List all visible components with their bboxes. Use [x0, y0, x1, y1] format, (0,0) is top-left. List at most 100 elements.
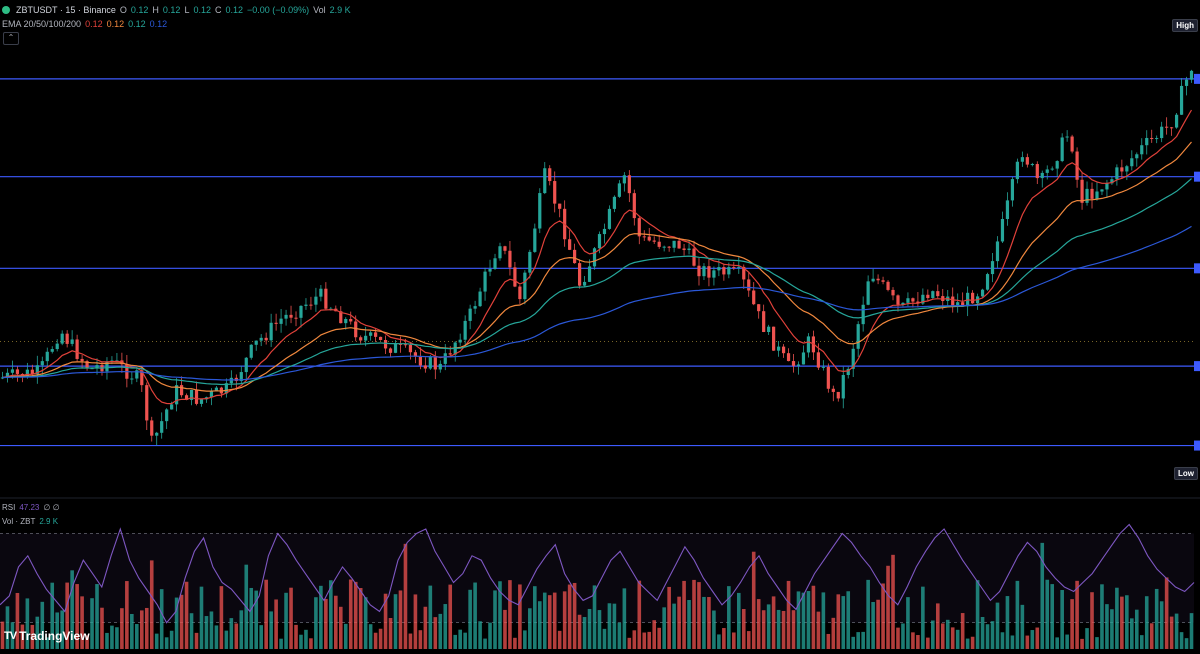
volume-bar: [358, 588, 363, 649]
candle-body: [727, 267, 731, 275]
volume-bar: [901, 623, 905, 649]
collapse-legend-button[interactable]: ⌃: [3, 32, 19, 45]
candle-body: [45, 351, 49, 362]
volume-legend[interactable]: Vol · ZBT 2.9 K: [2, 517, 58, 526]
candle-body: [95, 365, 99, 369]
candle-body: [791, 361, 796, 366]
ema-legend[interactable]: EMA 20/50/100/200 0.12 0.12 0.12 0.12: [2, 18, 167, 30]
rsi-band: [0, 533, 1194, 623]
candle-body: [1184, 79, 1189, 86]
candle-body: [438, 363, 442, 370]
candle-body: [388, 348, 393, 353]
candle-body: [55, 343, 59, 350]
volume-bar: [125, 581, 129, 649]
volume-bar: [1184, 638, 1189, 649]
candle-body: [533, 228, 537, 252]
candle-body: [145, 385, 149, 421]
volume-bar: [249, 587, 254, 649]
volume-bar: [906, 597, 910, 649]
volume-bar: [592, 585, 597, 649]
tradingview-logo[interactable]: TV TradingView: [4, 629, 90, 643]
volume-bar: [1050, 584, 1055, 649]
volume-bar: [239, 610, 244, 649]
candle-body: [194, 389, 199, 404]
candle-body: [279, 318, 283, 324]
candle-body: [478, 291, 482, 307]
volume-bar: [463, 632, 467, 649]
volume-bar: [687, 600, 691, 649]
volume-bar: [334, 595, 338, 649]
symbol-legend: ZBTUSDT · 15 · Binance O 0.12 H 0.12 L 0.12…: [2, 4, 351, 16]
volume-bar: [533, 586, 537, 649]
volume-bar: [199, 586, 204, 649]
candle-body: [354, 321, 358, 338]
candle-body: [433, 357, 437, 370]
volume-bar: [139, 610, 144, 649]
candle-body: [707, 266, 711, 278]
candle-body: [816, 352, 820, 368]
close-label: C: [215, 5, 222, 15]
level-handle-2: [1194, 263, 1200, 274]
candle-body: [806, 336, 811, 353]
candle-body: [175, 385, 179, 405]
rsi-legend[interactable]: RSI 47.23 ∅ ∅: [2, 503, 60, 512]
volume-bar: [488, 622, 492, 649]
volume-bar: [20, 624, 25, 649]
volume-bar: [945, 619, 950, 649]
volume-bar: [373, 632, 378, 649]
volume-bar: [428, 585, 433, 649]
candle-body: [199, 399, 204, 404]
volume-bar: [1179, 632, 1184, 649]
volume-bar: [299, 634, 303, 649]
candle-body: [916, 301, 920, 304]
volume-bar: [856, 632, 860, 649]
candle-body: [1165, 126, 1169, 128]
candle-body: [592, 248, 597, 267]
candle-body: [1060, 137, 1064, 162]
volume-bar: [1189, 613, 1194, 649]
volume-bar: [617, 622, 622, 649]
candle-body: [553, 181, 557, 204]
volume-bar: [960, 613, 965, 649]
volume-bar: [970, 636, 975, 649]
volume-bar: [935, 603, 940, 649]
chevron-up-icon: ⌃: [7, 33, 15, 42]
candle-body: [1005, 200, 1010, 220]
volume-bar: [70, 570, 74, 649]
volume-bar: [154, 633, 159, 649]
volume-bar: [408, 633, 413, 649]
volume-bar: [279, 638, 283, 649]
volume-bar: [657, 627, 661, 649]
volume-bar: [811, 585, 816, 649]
volume-bar: [1095, 637, 1099, 649]
volume-bar: [682, 580, 686, 649]
volume-bar: [1055, 637, 1059, 649]
volume-bar: [727, 586, 731, 649]
candle-body: [971, 292, 975, 304]
volume-label: Vol · ZBT: [2, 517, 36, 526]
candle-body: [493, 258, 497, 269]
volume-bar: [234, 623, 239, 649]
volume-bar: [214, 625, 219, 649]
volume-bar: [194, 632, 199, 649]
candle-body: [1189, 70, 1194, 80]
candle-body: [931, 291, 935, 299]
candle-body: [747, 279, 751, 291]
symbol-title[interactable]: ZBTUSDT · 15 · Binance: [16, 5, 116, 15]
ema50-line: [2, 141, 1192, 392]
candle-body: [776, 346, 781, 351]
volume-bar: [65, 582, 69, 649]
ema20-value: 0.12: [85, 19, 103, 29]
volume-bar: [732, 632, 736, 649]
candle-body: [209, 391, 214, 398]
candle-body: [269, 322, 273, 341]
candle-body: [980, 289, 985, 297]
volume-bar: [473, 582, 477, 649]
candle-body: [906, 298, 910, 303]
candle-body: [831, 388, 835, 392]
candle-body: [483, 271, 487, 292]
candle-body: [1035, 164, 1039, 179]
volume-bar: [572, 582, 577, 649]
